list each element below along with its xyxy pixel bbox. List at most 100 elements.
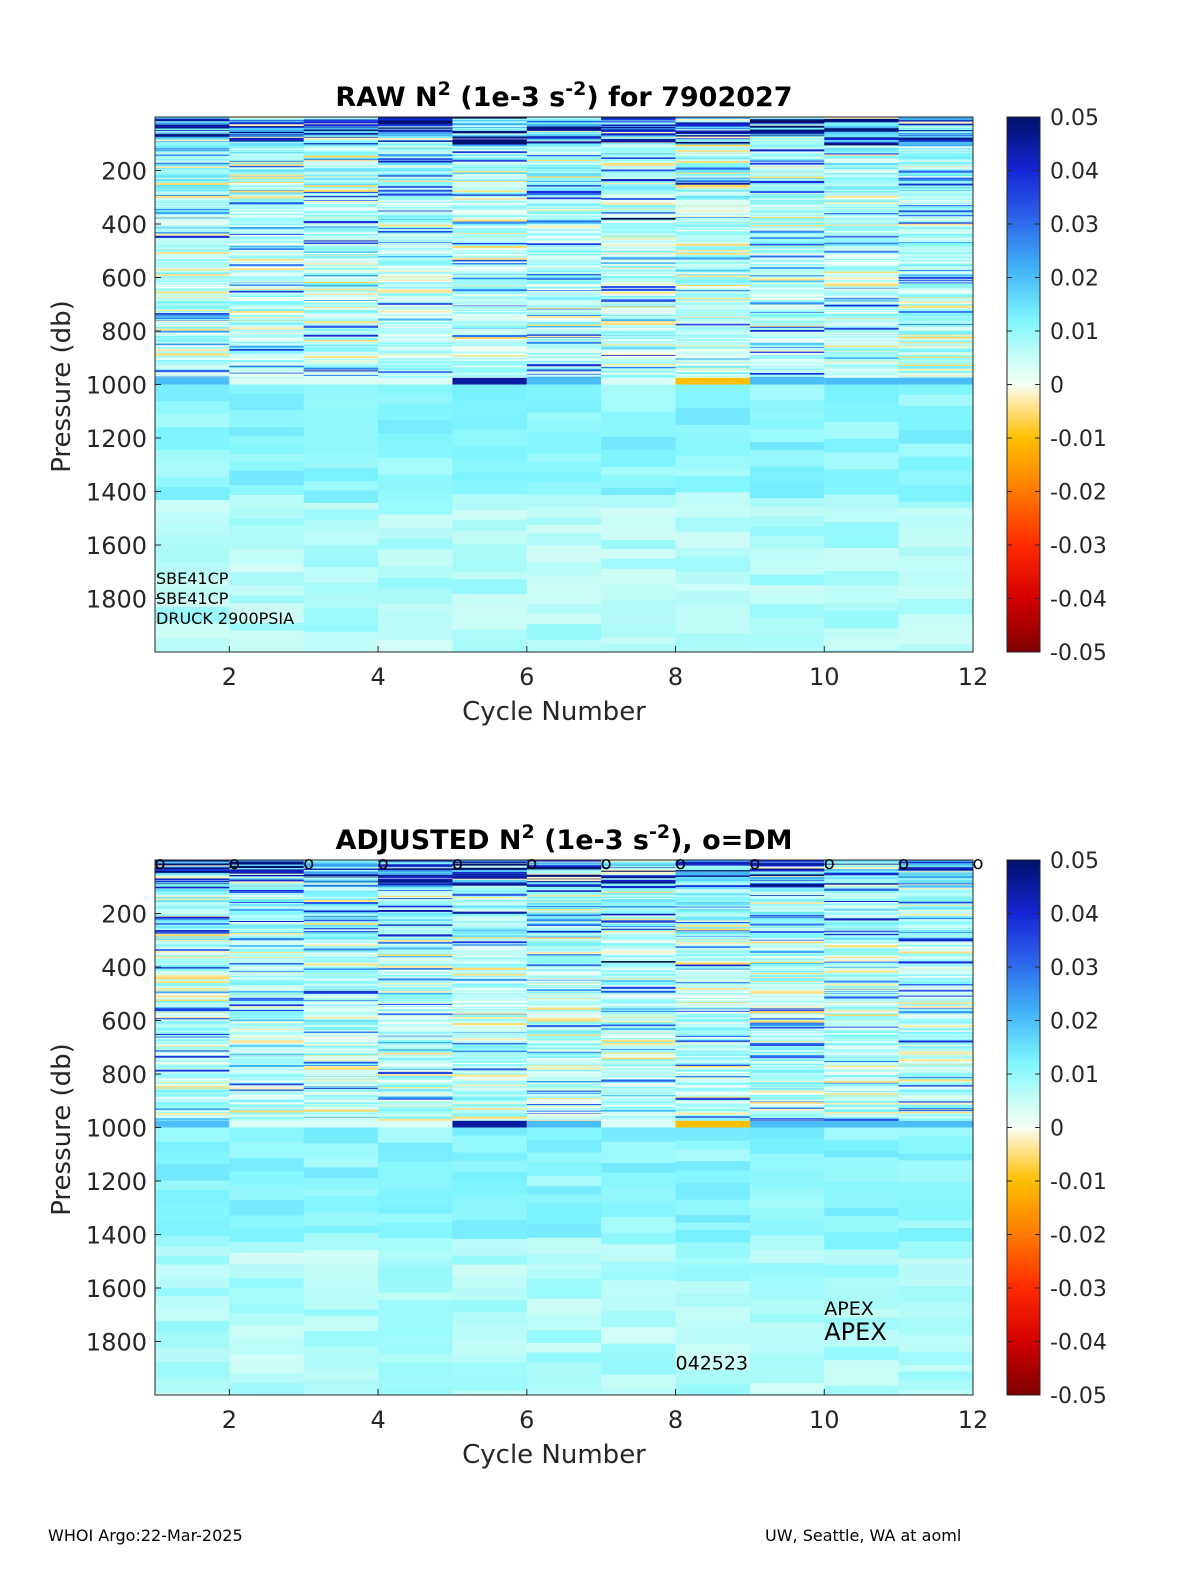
heat-cell [898,342,974,344]
heat-cell [898,1054,974,1057]
x-tick-label: 10 [809,663,840,691]
heat-cell [155,277,230,280]
heat-cell [526,1090,602,1091]
heat-cell [749,594,825,605]
heat-cell [229,920,305,923]
heat-cell [526,976,602,979]
heat-cell [749,1001,825,1003]
heat-cell [675,188,751,191]
heat-cell [229,288,305,290]
heat-cell [824,141,900,143]
heat-cell [675,1040,751,1043]
heat-cell [229,294,305,297]
heat-cell [749,346,825,348]
heat-cell [452,282,528,285]
heat-cell [303,255,379,257]
heat-cell [824,1099,900,1102]
heat-cell [229,1383,305,1396]
heat-cell [601,293,676,297]
colorbar [1006,116,1041,653]
heat-cell [675,878,751,880]
heat-cell [229,454,305,463]
heat-cell [675,169,751,172]
heat-cell [229,1091,305,1094]
heat-cell [452,593,528,606]
heat-cell [675,316,751,319]
heat-cell [675,1108,751,1110]
heat-cell [898,1067,974,1070]
heat-cell [601,1074,676,1076]
heat-cell [303,188,379,191]
heat-cell [229,930,305,933]
heat-cell [824,900,900,902]
heat-cell [303,139,379,143]
heat-cell [749,1018,825,1021]
heat-cell [452,983,528,987]
heat-cell [452,1062,528,1065]
heat-cell [675,924,751,928]
heat-cell [229,136,305,138]
heat-cell [824,217,900,220]
heat-cell [452,1032,528,1034]
heat-cell [601,135,676,138]
heat-cell [229,195,305,197]
heat-cell [378,1071,453,1075]
heat-cell [526,1090,602,1093]
heat-cell [303,232,379,234]
heat-cell [452,227,528,229]
heat-cell [601,238,676,240]
heat-cell [229,427,305,437]
heat-cell [303,1008,379,1011]
heat-cell [229,281,305,283]
heat-cell [526,1113,602,1114]
heat-cell [898,1076,974,1079]
heat-cell [749,226,825,228]
heat-cell [898,258,974,260]
heat-cell [898,169,974,171]
heat-cell [749,929,825,931]
heat-cell [155,1069,230,1072]
heat-cell [749,356,825,360]
heat-cell [675,346,751,348]
heat-cell [749,941,825,944]
heat-cell [155,343,230,346]
heat-cell [303,1045,379,1048]
heat-cell [898,1105,974,1108]
heat-cell [824,1086,900,1088]
heat-cell [749,995,825,998]
heat-cell [601,354,676,356]
heat-cell [378,1104,453,1107]
heat-cell [303,344,379,347]
heat-cell [378,557,453,567]
heat-cell [229,268,305,271]
heat-cell [526,202,602,205]
heat-cell [749,333,825,336]
heat-cell [155,320,230,321]
heat-cell [155,265,230,267]
heat-cell [749,866,825,868]
heat-cell [675,1057,751,1059]
heat-cell [675,1140,751,1150]
heat-cell [378,911,453,914]
y-tick-label: 1400 [86,479,147,507]
heat-cell [898,1095,974,1098]
heat-cell [303,392,379,409]
heat-cell [452,945,528,948]
heat-cell [229,918,305,921]
heat-cell [452,358,528,360]
heat-cell [155,230,230,233]
heat-cell [749,1107,825,1110]
heat-cell [229,610,305,624]
heat-cell [526,216,602,220]
heat-cell [303,221,379,224]
heat-cell [675,931,751,934]
heat-cell [824,187,900,191]
heat-cell [155,134,230,136]
heat-cell [675,126,751,129]
heat-cell [155,122,230,126]
colorbar-tick-label: 0.02 [1050,267,1099,292]
heat-cell [303,284,379,286]
heat-cell [303,881,379,883]
heat-cell [601,962,676,965]
heat-cell [155,148,230,151]
